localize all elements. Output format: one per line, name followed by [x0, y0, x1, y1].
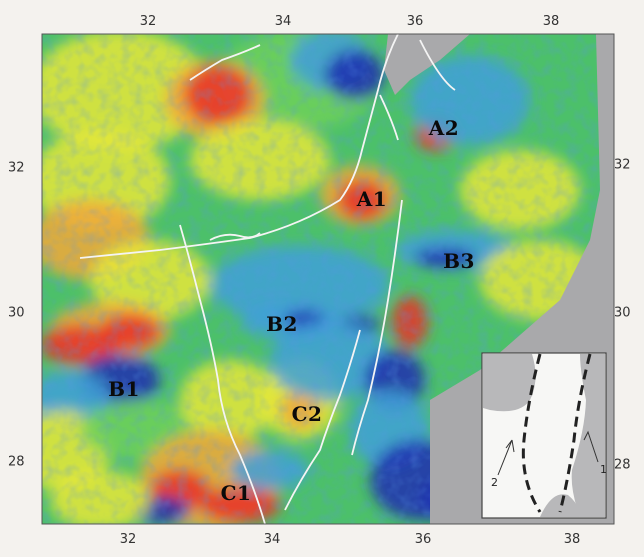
- tick-top-38: 38: [542, 14, 560, 29]
- map-frame: [41, 33, 615, 525]
- tick-top-34: 34: [274, 14, 292, 29]
- inset-arrow-left: [497, 439, 515, 476]
- inset-arrow-right: [583, 430, 599, 463]
- coastline-suez-west: [179, 224, 266, 524]
- coastline-aqaba: [351, 199, 403, 456]
- inset-land-right: [571, 354, 605, 517]
- tick-left-30: 30: [8, 305, 25, 321]
- tick-top-32: 32: [139, 14, 157, 29]
- region-label-b2: B2: [266, 312, 298, 336]
- tick-bottom-38: 38: [563, 532, 581, 547]
- land-mask-north: [384, 34, 470, 95]
- coastline-gulf: [379, 39, 456, 141]
- tick-right-30: 30: [614, 305, 631, 321]
- region-label-a2: A2: [428, 116, 460, 140]
- tick-bottom-32: 32: [119, 532, 137, 547]
- tick-right-28: 28: [614, 457, 631, 473]
- tick-top-36: 36: [406, 14, 424, 29]
- coastline-suez-east: [284, 329, 361, 511]
- region-label-b3: B3: [443, 249, 475, 273]
- tick-left-32: 32: [8, 160, 25, 176]
- tick-bottom-36: 36: [414, 532, 432, 547]
- coastline-layer: [79, 34, 456, 524]
- region-label-c2: C2: [291, 402, 323, 426]
- inset-sketch: [481, 352, 607, 519]
- region-label-a1: A1: [356, 187, 388, 211]
- inset-fault-2: [558, 353, 592, 513]
- tick-right-32: 32: [614, 157, 631, 173]
- inset-land-upper: [483, 354, 536, 412]
- inset-label-1: 1: [600, 463, 607, 476]
- coastline-east-med: [79, 34, 399, 259]
- coastline-north: [189, 44, 261, 81]
- inset-label-2: 2: [491, 476, 498, 489]
- coastline-delta: [209, 232, 261, 241]
- region-label-c1: C1: [220, 481, 252, 505]
- tick-left-28: 28: [8, 454, 25, 470]
- region-label-b1: B1: [108, 377, 140, 401]
- inset-land-bottom: [540, 494, 580, 517]
- tick-bottom-34: 34: [263, 532, 281, 547]
- inset-fault-1: [521, 353, 542, 513]
